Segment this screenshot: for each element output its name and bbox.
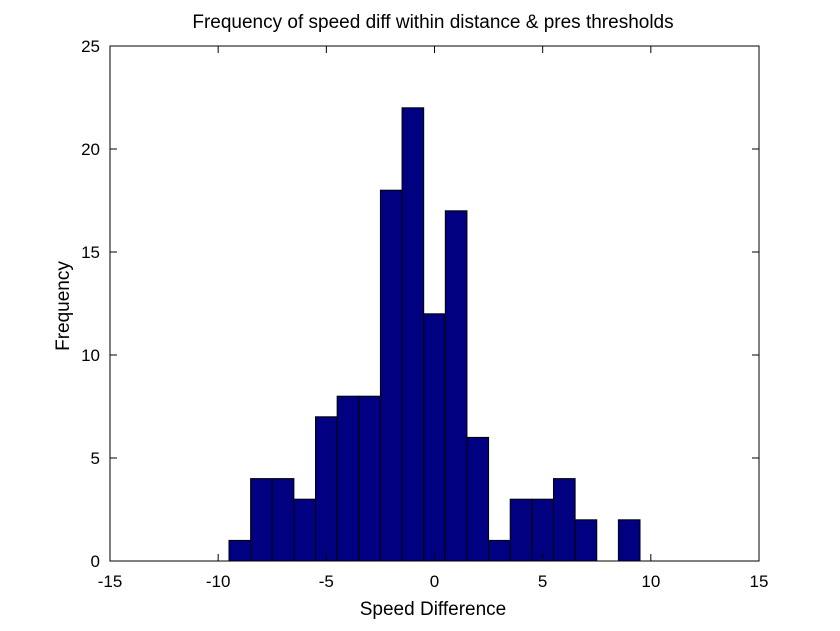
x-tick-label: 0 [430, 572, 439, 591]
x-axis-label: Speed Difference [360, 599, 506, 620]
x-tick-label: 10 [641, 572, 660, 591]
y-tick-label: 25 [81, 37, 100, 56]
chart-title: Frequency of speed diff within distance … [192, 12, 673, 33]
x-tick-label: -15 [98, 572, 123, 591]
histogram-bar [315, 416, 338, 562]
histogram-bar [379, 189, 403, 562]
histogram-bar [250, 478, 273, 562]
histogram-bar [271, 478, 295, 562]
histogram-bar [358, 395, 381, 562]
histogram-bar [531, 498, 554, 562]
y-axis-label: Frequency [53, 261, 74, 351]
y-tick-label: 10 [81, 346, 100, 365]
x-tick-label: -5 [319, 572, 334, 591]
histogram-bar [228, 539, 252, 562]
histogram-bar [617, 519, 641, 562]
histogram-bar [552, 478, 576, 562]
x-tick-label: 5 [538, 572, 547, 591]
histogram-bar [509, 498, 533, 562]
y-tick-labels: 0 5 10 15 20 25 [81, 37, 100, 571]
x-tick-label: -10 [206, 572, 231, 591]
y-tick-label: 0 [91, 552, 100, 571]
histogram-bar [444, 210, 468, 562]
y-tick-label: 15 [81, 243, 100, 262]
histogram-bar [293, 498, 317, 562]
histogram-bar [423, 313, 446, 562]
histogram-bar [466, 436, 490, 562]
y-tick-label: 20 [81, 140, 100, 159]
histogram-bar [401, 107, 425, 562]
histogram-bar [574, 519, 598, 562]
y-tick-label: 5 [91, 449, 100, 468]
histogram-bar [336, 395, 360, 562]
plot-frame [109, 45, 760, 562]
histogram-bar [488, 539, 511, 562]
x-tick-labels: -15 -10 -5 0 5 10 15 [98, 572, 769, 591]
x-tick-label: 15 [750, 572, 769, 591]
